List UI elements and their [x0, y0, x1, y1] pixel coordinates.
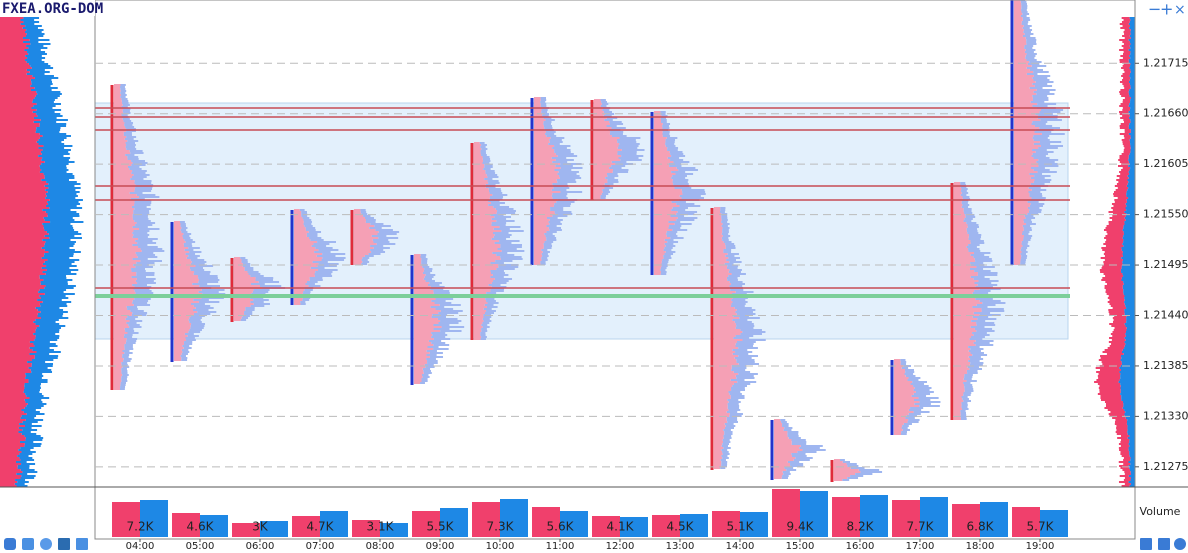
volume-bar [1040, 510, 1068, 537]
value-label: 7.3K [487, 520, 515, 534]
volume-bar [380, 523, 408, 537]
volume-bar [112, 502, 140, 537]
save-icon[interactable] [58, 538, 70, 550]
y-tick-label: 1.21605 [1143, 157, 1188, 170]
x-tick-label: 10:00 [486, 541, 515, 552]
value-label: 4.5K [667, 520, 695, 534]
volume-bar [560, 511, 588, 537]
y-tick-label: 1.21385 [1143, 359, 1188, 372]
x-tick-label: 16:00 [846, 541, 875, 552]
minimize[interactable]: − [1148, 0, 1161, 19]
maximize[interactable]: + [1160, 0, 1173, 19]
y-tick-label: 1.21275 [1143, 460, 1188, 473]
x-tick-label: 17:00 [906, 541, 935, 552]
volume-bar [980, 502, 1008, 537]
value-label: 7.7K [907, 520, 935, 534]
x-tick-label: 05:00 [186, 541, 215, 552]
volume-bar [172, 513, 200, 537]
volume-label: Volume [1140, 505, 1181, 518]
volume-bar [740, 512, 768, 537]
volume-bar [200, 515, 228, 537]
volume-bar [352, 520, 380, 537]
volume-bar [320, 511, 348, 537]
logo-bg [0, 0, 95, 16]
volume-bar [140, 500, 168, 537]
volume-bar [860, 495, 888, 537]
volume-bar [232, 523, 260, 537]
settings-icon[interactable] [4, 538, 16, 550]
value-label: 4.7K [307, 520, 335, 534]
value-label: 5.7K [1027, 520, 1055, 534]
y-tick-label: 1.21330 [1143, 409, 1188, 422]
volume-bar [772, 489, 800, 537]
volume-bar [952, 504, 980, 537]
x-tick-label: 14:00 [726, 541, 755, 552]
volume-bar [472, 502, 500, 537]
volume-bar [800, 491, 828, 537]
value-label: 3K [252, 520, 269, 534]
volume-bar [712, 511, 740, 537]
value-label: 5.5K [427, 520, 455, 534]
x-tick-label: 12:00 [606, 541, 635, 552]
y-tick-label: 1.21550 [1143, 208, 1188, 221]
x-tick-label: 06:00 [246, 541, 275, 552]
volume-bar [892, 500, 920, 537]
value-label: 5.6K [547, 520, 575, 534]
y-tick-label: 1.21715 [1143, 56, 1188, 69]
volume-bar [832, 497, 860, 537]
value-label: 6.8K [967, 520, 995, 534]
toolbar[interactable] [4, 538, 1186, 550]
x-tick-label: 09:00 [426, 541, 455, 552]
value-label: 3.1K [367, 520, 395, 534]
close[interactable]: × [1174, 2, 1186, 18]
y-tick-label: 1.21440 [1143, 308, 1188, 321]
x-tick-label: 18:00 [966, 541, 995, 552]
x-tick-label: 04:00 [126, 541, 155, 552]
logo: FXEA.ORG-DOM [2, 1, 103, 17]
scroll-icon[interactable] [1158, 538, 1170, 550]
value-label: 4.1K [607, 520, 635, 534]
down-icon[interactable] [22, 538, 34, 550]
x-tick-label: 13:00 [666, 541, 695, 552]
volume-bar [500, 499, 528, 537]
volume-bar [680, 514, 708, 537]
volume-bar [532, 507, 560, 537]
x-tick-label: 19:00 [1026, 541, 1055, 552]
volume-bar [260, 521, 288, 537]
x-tick-label: 15:00 [786, 541, 815, 552]
value-label: 8.2K [847, 520, 875, 534]
window-buttons[interactable]: − + × [1148, 0, 1186, 19]
volume-bar [1012, 507, 1040, 537]
x-tick-label: 08:00 [366, 541, 395, 552]
value-label: 7.2K [127, 520, 155, 534]
value-label: 9.4K [787, 520, 815, 534]
volume-bar [412, 511, 440, 537]
y-tick-label: 1.21660 [1143, 107, 1188, 120]
x-tick-label: 07:00 [306, 541, 335, 552]
volume-bar [292, 516, 320, 537]
volume-bar [592, 516, 620, 537]
refresh-icon[interactable] [1174, 538, 1186, 550]
decoration [0, 0, 1135, 487]
edit-icon[interactable] [1140, 538, 1152, 550]
chart-icon[interactable] [76, 538, 88, 550]
value-label: 5.1K [727, 520, 755, 534]
volume-bar [620, 517, 648, 537]
volume-bar [440, 508, 468, 537]
y-tick-label: 1.21495 [1143, 258, 1188, 271]
x-tick-label: 11:00 [546, 541, 575, 552]
volume-bar [652, 515, 680, 537]
help-icon[interactable] [40, 538, 52, 550]
volume-bar [920, 497, 948, 537]
value-label: 4.6K [187, 520, 215, 534]
